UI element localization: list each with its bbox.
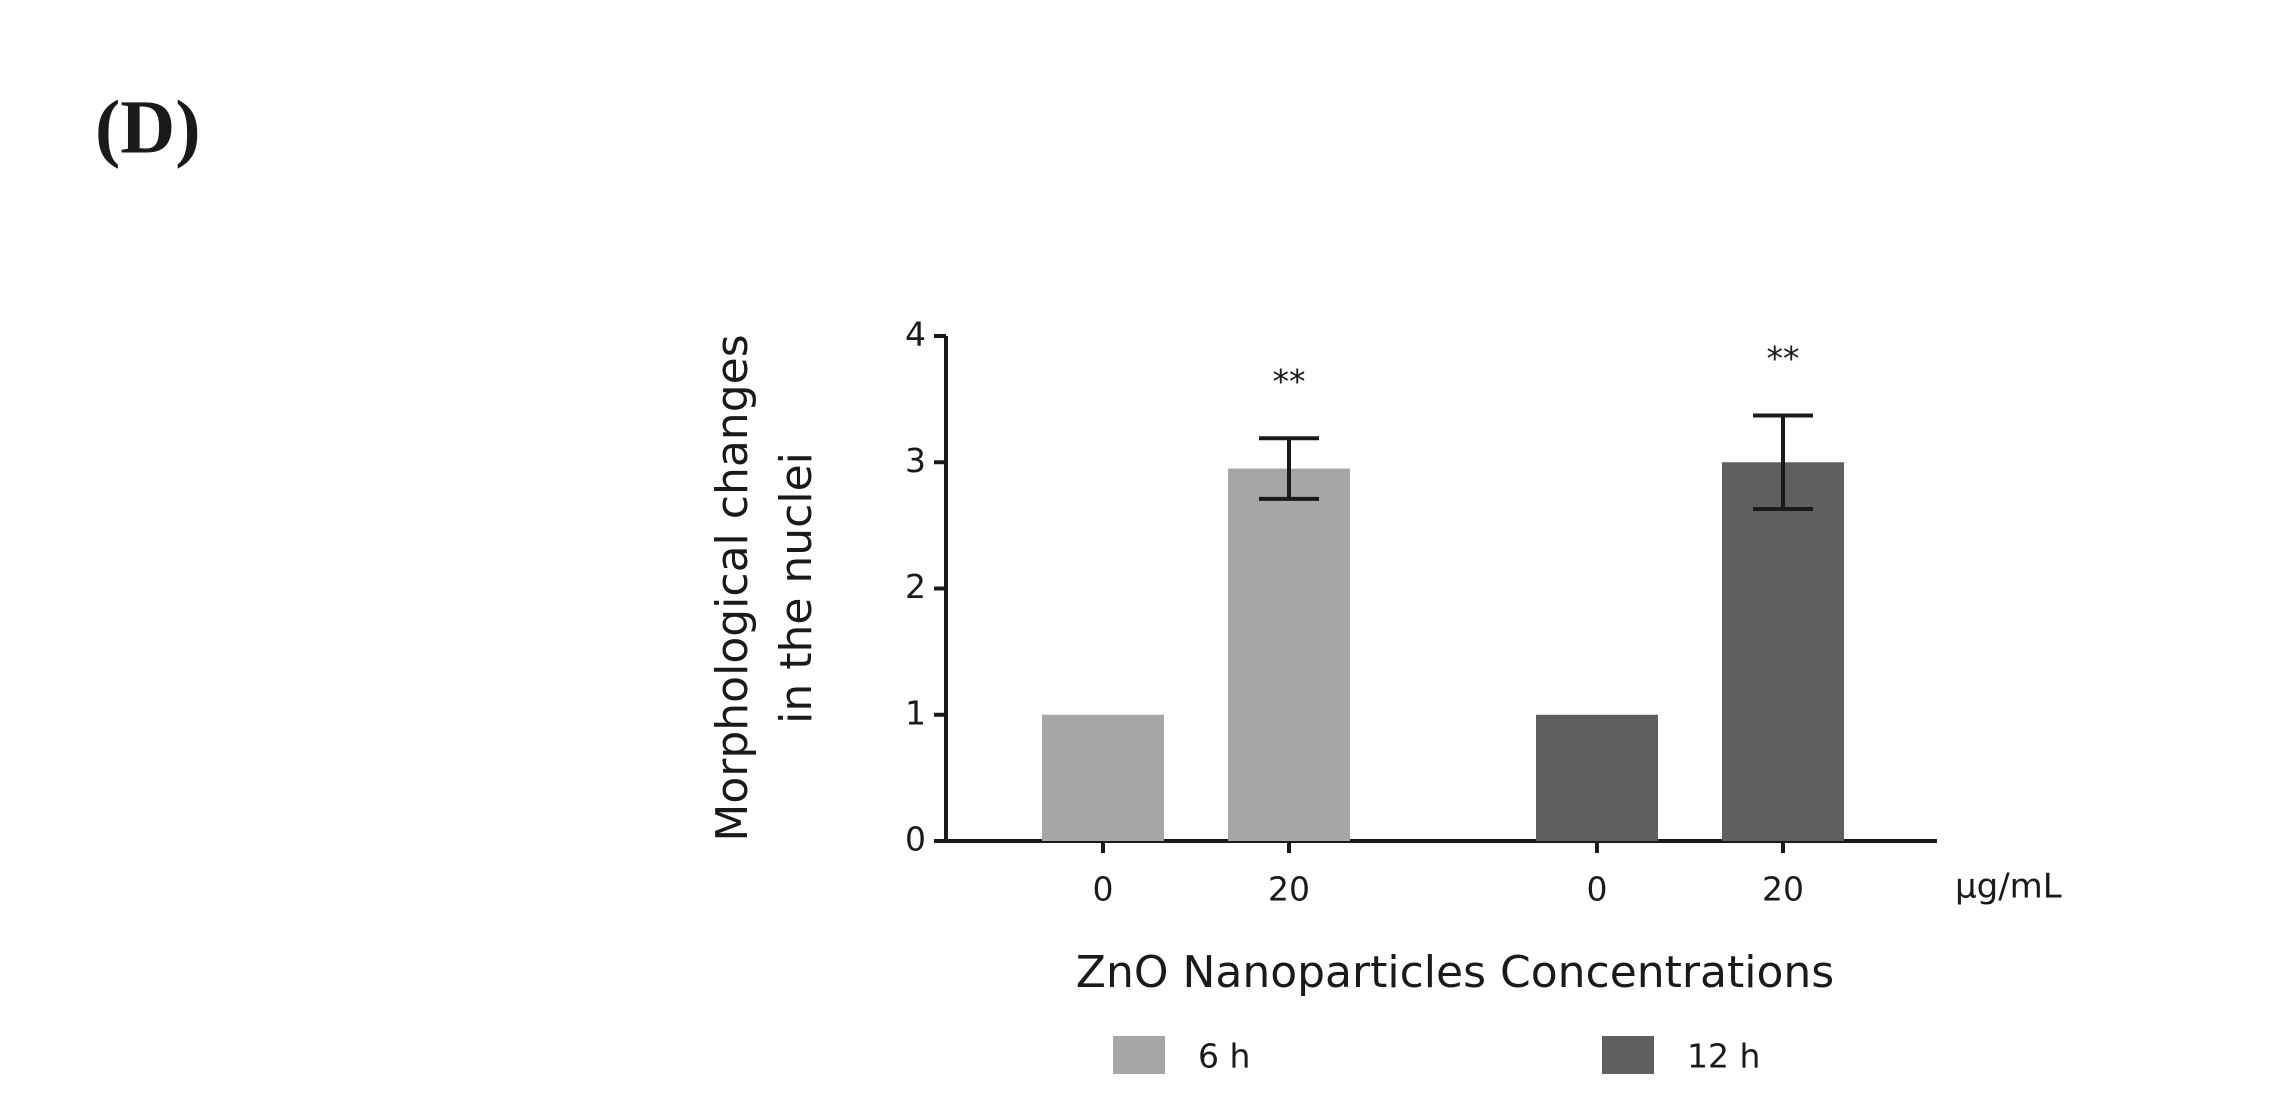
x-tick-label: 0 <box>1587 870 1608 909</box>
panel-label: (D) <box>95 85 201 169</box>
legend-label: 6 h <box>1198 1037 1250 1076</box>
y-tick-label: 1 <box>905 693 926 732</box>
significance-label: ** <box>1273 362 1306 401</box>
y-tick-label: 0 <box>905 820 926 859</box>
x-unit: µg/mL <box>1955 867 2062 907</box>
legend-swatch <box>1113 1036 1165 1074</box>
x-tick-label: 20 <box>1268 870 1310 909</box>
bar <box>1536 714 1658 841</box>
bar <box>1042 714 1164 841</box>
legend-label: 12 h <box>1687 1037 1760 1076</box>
y-label-line: in the nuclei <box>771 452 822 724</box>
x-tick-label: 20 <box>1762 870 1804 909</box>
y-tick-label: 3 <box>905 441 926 480</box>
y-label-line: Morphological changes <box>707 334 758 841</box>
y-axis-label: Morphological changes in the nuclei <box>707 334 822 841</box>
x-tick-label: 0 <box>1093 870 1114 909</box>
bar <box>1228 468 1350 841</box>
y-tick-label: 4 <box>905 315 926 354</box>
significance-label: ** <box>1767 339 1800 378</box>
x-axis-label: ZnO Nanoparticles Concentrations <box>1076 947 1834 998</box>
bar <box>1722 462 1844 841</box>
legend-swatch <box>1602 1036 1654 1074</box>
y-tick-label: 2 <box>905 567 926 606</box>
